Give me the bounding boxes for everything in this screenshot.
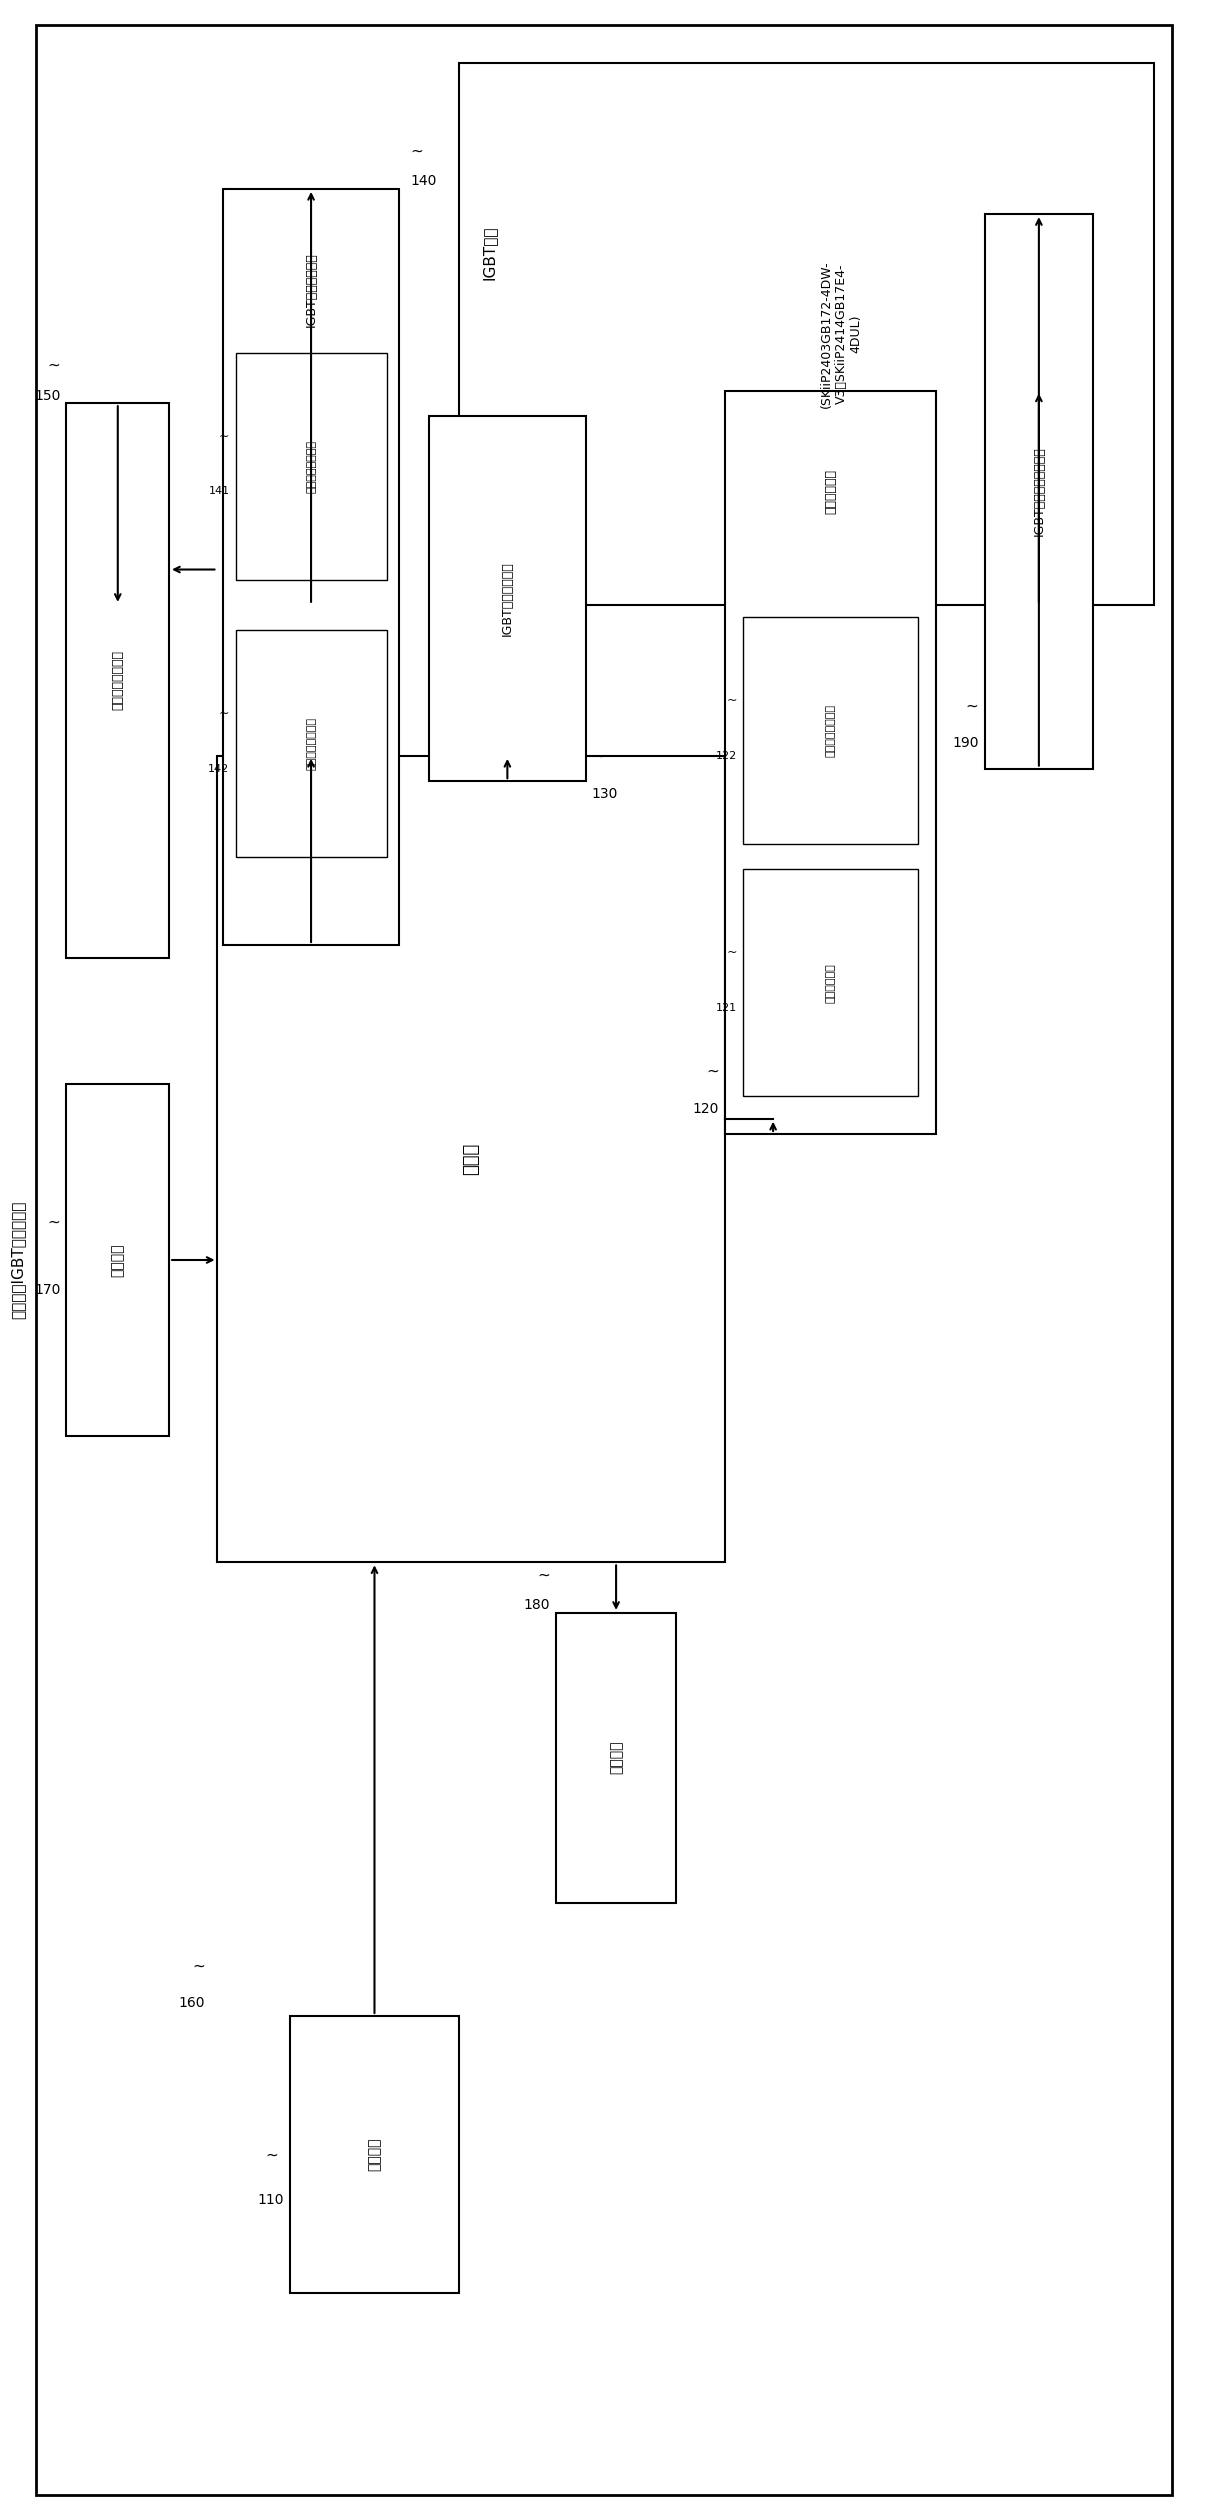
Text: ~: ~ bbox=[965, 698, 978, 713]
Text: 130: 130 bbox=[592, 786, 618, 801]
Text: (SKiiP2403GB172-4DW-
V3、SKiiP2414GB17E4-
4DUL): (SKiiP2403GB172-4DW- V3、SKiiP2414GB17E4-… bbox=[819, 260, 863, 408]
Text: 142: 142 bbox=[208, 764, 230, 774]
Bar bbox=[217, 756, 725, 1562]
Text: 121: 121 bbox=[716, 1003, 737, 1013]
Text: IGBT故障检测模块: IGBT故障检测模块 bbox=[501, 562, 513, 635]
Bar bbox=[290, 2016, 459, 2293]
Text: ~: ~ bbox=[536, 1567, 550, 1583]
Bar bbox=[236, 353, 387, 580]
Text: 150: 150 bbox=[34, 388, 60, 403]
Text: IGBT耗散电流检测模块: IGBT耗散电流检测模块 bbox=[1033, 446, 1045, 537]
Bar bbox=[725, 391, 936, 1134]
Text: 160: 160 bbox=[179, 1996, 205, 2011]
Text: ~: ~ bbox=[265, 2147, 278, 2162]
Text: 显示模块: 显示模块 bbox=[609, 1741, 623, 1774]
Text: 输入模块: 输入模块 bbox=[111, 1242, 124, 1278]
Text: ~: ~ bbox=[411, 144, 424, 159]
Text: 170: 170 bbox=[34, 1283, 60, 1298]
Text: IGBT反馈处理模块: IGBT反馈处理模块 bbox=[304, 252, 318, 328]
Text: 141: 141 bbox=[209, 486, 230, 496]
Text: 180: 180 bbox=[523, 1598, 550, 1613]
Bar bbox=[743, 869, 918, 1096]
Bar bbox=[66, 403, 169, 958]
Text: ~: ~ bbox=[219, 706, 230, 721]
Text: 短路保护模块: 短路保护模块 bbox=[824, 469, 837, 514]
Text: ~: ~ bbox=[219, 428, 230, 444]
Text: 供电模块: 供电模块 bbox=[367, 2137, 382, 2172]
Text: 温度反馈处理单元: 温度反馈处理单元 bbox=[306, 438, 316, 494]
Text: 用于测试IGBT模块的装置: 用于测试IGBT模块的装置 bbox=[11, 1202, 25, 1318]
Text: ~: ~ bbox=[726, 945, 737, 960]
Text: 短路保护电路: 短路保护电路 bbox=[825, 963, 836, 1003]
Text: 控制器: 控制器 bbox=[463, 1144, 480, 1174]
Bar bbox=[66, 1084, 169, 1436]
Bar bbox=[743, 617, 918, 844]
Text: ~: ~ bbox=[47, 358, 60, 373]
Text: ~: ~ bbox=[726, 693, 737, 708]
Bar bbox=[556, 1613, 676, 1903]
Bar bbox=[985, 214, 1093, 769]
Bar bbox=[459, 63, 1154, 605]
Text: ~: ~ bbox=[705, 1063, 719, 1079]
Text: 电流反馈处理单元: 电流反馈处理单元 bbox=[306, 716, 316, 771]
Text: 190: 190 bbox=[952, 736, 978, 751]
Text: 短路保护检测电路: 短路保护检测电路 bbox=[825, 703, 836, 759]
Bar bbox=[223, 189, 399, 945]
Text: 140: 140 bbox=[411, 174, 437, 189]
Text: 110: 110 bbox=[257, 2192, 284, 2208]
Text: 120: 120 bbox=[692, 1101, 719, 1116]
Bar bbox=[429, 416, 586, 781]
Text: 上下桥臂驱动模块: 上下桥臂驱动模块 bbox=[111, 650, 124, 711]
Text: ~: ~ bbox=[592, 748, 605, 764]
Text: IGBT模块: IGBT模块 bbox=[482, 224, 496, 280]
Text: ~: ~ bbox=[192, 1958, 205, 1973]
Text: ~: ~ bbox=[47, 1215, 60, 1230]
Bar bbox=[236, 630, 387, 857]
Text: 122: 122 bbox=[715, 751, 737, 761]
